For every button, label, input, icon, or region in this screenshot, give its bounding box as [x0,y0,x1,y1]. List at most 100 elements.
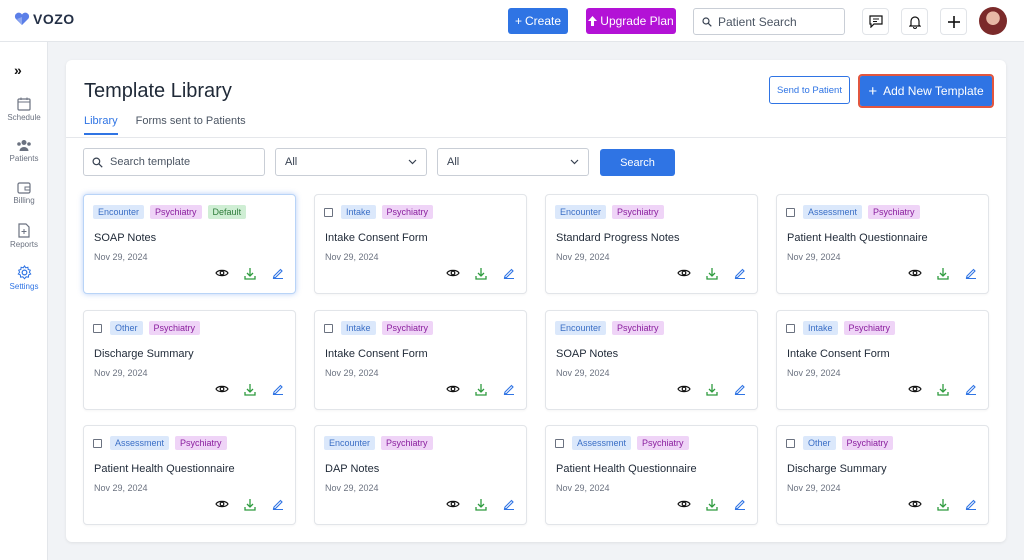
template-tags: Encounter Psychiatry Default [93,205,247,219]
upgrade-plan-button[interactable]: Upgrade Plan [586,8,676,34]
template-tag: Encounter [324,436,376,450]
create-label: Create [524,14,562,28]
template-card[interactable]: Intake Psychiatry Intake Consent Form Nov 2… [314,310,527,410]
template-name: Intake Consent Form [325,232,428,244]
template-tags: Intake Psychiatry [324,321,434,335]
template-card[interactable]: Intake Psychiatry Intake Consent Form Nov 2… [314,194,527,294]
sidebar-item-settings[interactable]: Settings [0,265,48,291]
messages-button[interactable] [862,8,889,35]
user-avatar[interactable] [979,7,1007,35]
template-actions [214,497,286,511]
edit-icon[interactable] [963,497,979,511]
eye-icon[interactable] [907,382,923,396]
specialty-filter-select[interactable]: All [437,148,589,176]
template-date: Nov 29, 2024 [325,483,379,493]
eye-icon[interactable] [445,266,461,280]
template-card[interactable]: Encounter Psychiatry SOAP Notes Nov 29, 202… [545,310,758,410]
edit-icon[interactable] [732,266,748,280]
download-icon[interactable] [704,497,720,511]
edit-icon[interactable] [963,382,979,396]
template-card[interactable]: Assessment Psychiatry Patient Health Quest… [776,194,989,294]
eye-icon[interactable] [907,497,923,511]
sidebar: » Schedule Patients Billing Reports Sett… [0,42,48,560]
template-checkbox[interactable] [786,438,795,448]
template-checkbox[interactable] [93,323,102,333]
sidebar-label-schedule: Schedule [7,113,41,122]
template-checkbox[interactable] [93,438,102,448]
eye-icon[interactable] [676,497,692,511]
template-checkbox[interactable] [324,323,333,333]
template-tag: Default [207,205,247,219]
eye-icon[interactable] [214,266,230,280]
brand-logo[interactable]: VOZO [14,11,75,27]
download-icon[interactable] [242,266,258,280]
create-button[interactable]: + Create [508,8,568,34]
template-card[interactable]: Intake Psychiatry Intake Consent Form Nov 2… [776,310,989,410]
eye-icon[interactable] [907,266,923,280]
download-icon[interactable] [704,266,720,280]
template-card[interactable]: Other Psychiatry Discharge Summary Nov 29, … [83,310,296,410]
edit-icon[interactable] [270,382,286,396]
template-checkbox[interactable] [324,207,333,217]
template-card[interactable]: Encounter Psychiatry DAP Notes Nov 29, 2024 [314,425,527,525]
download-icon[interactable] [935,497,951,511]
download-icon[interactable] [473,266,489,280]
template-checkbox[interactable] [786,207,795,217]
template-checkbox[interactable] [786,323,795,333]
eye-icon[interactable] [214,382,230,396]
category-filter-select[interactable]: All [275,148,427,176]
template-actions [907,266,979,280]
download-icon[interactable] [473,497,489,511]
eye-icon[interactable] [214,497,230,511]
template-card[interactable]: Other Psychiatry Discharge Summary Nov 29, … [776,425,989,525]
edit-icon[interactable] [270,266,286,280]
plus-icon [947,15,960,28]
tab-library[interactable]: Library [84,115,118,135]
sidebar-item-patients[interactable]: Patients [0,139,48,163]
template-date: Nov 29, 2024 [787,483,841,493]
edit-icon[interactable] [501,382,517,396]
eye-icon[interactable] [445,382,461,396]
template-tag: Other [803,436,836,450]
sidebar-item-reports[interactable]: Reports [0,223,48,249]
template-name: Patient Health Questionnaire [94,463,235,475]
edit-icon[interactable] [501,497,517,511]
edit-icon[interactable] [732,497,748,511]
download-icon[interactable] [704,382,720,396]
download-icon[interactable] [473,382,489,396]
template-tag: Psychiatry [612,205,664,219]
template-search-input[interactable]: Search template [83,148,265,176]
notifications-button[interactable] [901,8,928,35]
edit-icon[interactable] [270,497,286,511]
download-icon[interactable] [242,497,258,511]
expand-sidebar-icon[interactable]: » [14,62,22,78]
sidebar-item-billing[interactable]: Billing [0,181,48,205]
eye-icon[interactable] [445,497,461,511]
template-card[interactable]: Encounter Psychiatry Default SOAP Notes Nov … [83,194,296,294]
add-new-template-button[interactable]: + Add New Template [858,74,994,108]
template-card[interactable]: Assessment Psychiatry Patient Health Quest… [545,425,758,525]
template-card[interactable]: Encounter Psychiatry Standard Progress Not… [545,194,758,294]
edit-icon[interactable] [501,266,517,280]
download-icon[interactable] [242,382,258,396]
template-tags: Assessment Psychiatry [555,436,689,450]
template-checkbox[interactable] [555,438,564,448]
template-date: Nov 29, 2024 [94,252,148,262]
quick-add-button[interactable] [940,8,967,35]
send-to-patient-button[interactable]: Send to Patient [769,76,850,104]
template-date: Nov 29, 2024 [787,252,841,262]
patient-search-input[interactable]: Patient Search [693,8,845,35]
template-tag: Psychiatry [381,205,434,219]
edit-icon[interactable] [732,382,748,396]
template-card[interactable]: Assessment Psychiatry Patient Health Quest… [83,425,296,525]
search-icon [702,16,712,27]
tab-forms-sent[interactable]: Forms sent to Patients [135,115,246,127]
sidebar-item-schedule[interactable]: Schedule [0,97,48,122]
template-actions [445,266,517,280]
eye-icon[interactable] [676,382,692,396]
search-button[interactable]: Search [600,149,675,176]
edit-icon[interactable] [963,266,979,280]
download-icon[interactable] [935,382,951,396]
download-icon[interactable] [935,266,951,280]
eye-icon[interactable] [676,266,692,280]
